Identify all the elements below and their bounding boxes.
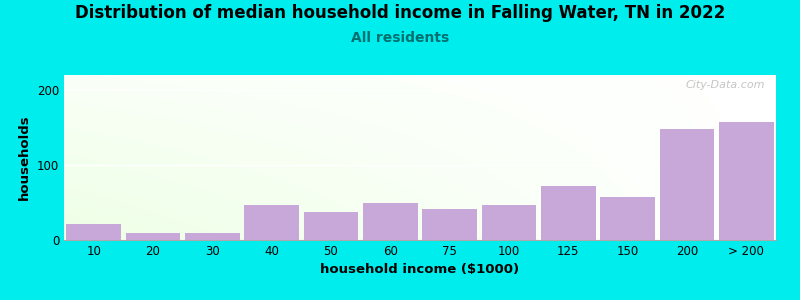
- Bar: [719, 122, 774, 240]
- Bar: [185, 233, 240, 240]
- Bar: [660, 129, 714, 240]
- Bar: [482, 205, 536, 240]
- Bar: [600, 196, 655, 240]
- Text: Distribution of median household income in Falling Water, TN in 2022: Distribution of median household income …: [75, 4, 725, 22]
- Text: City-Data.com: City-Data.com: [686, 80, 766, 90]
- Bar: [304, 212, 358, 240]
- Bar: [363, 202, 418, 240]
- Y-axis label: households: households: [18, 115, 31, 200]
- Bar: [66, 224, 121, 240]
- Bar: [422, 208, 477, 240]
- Bar: [126, 232, 180, 240]
- X-axis label: household income ($1000): household income ($1000): [321, 263, 519, 276]
- Bar: [541, 186, 596, 240]
- Bar: [244, 205, 299, 240]
- Text: All residents: All residents: [351, 32, 449, 46]
